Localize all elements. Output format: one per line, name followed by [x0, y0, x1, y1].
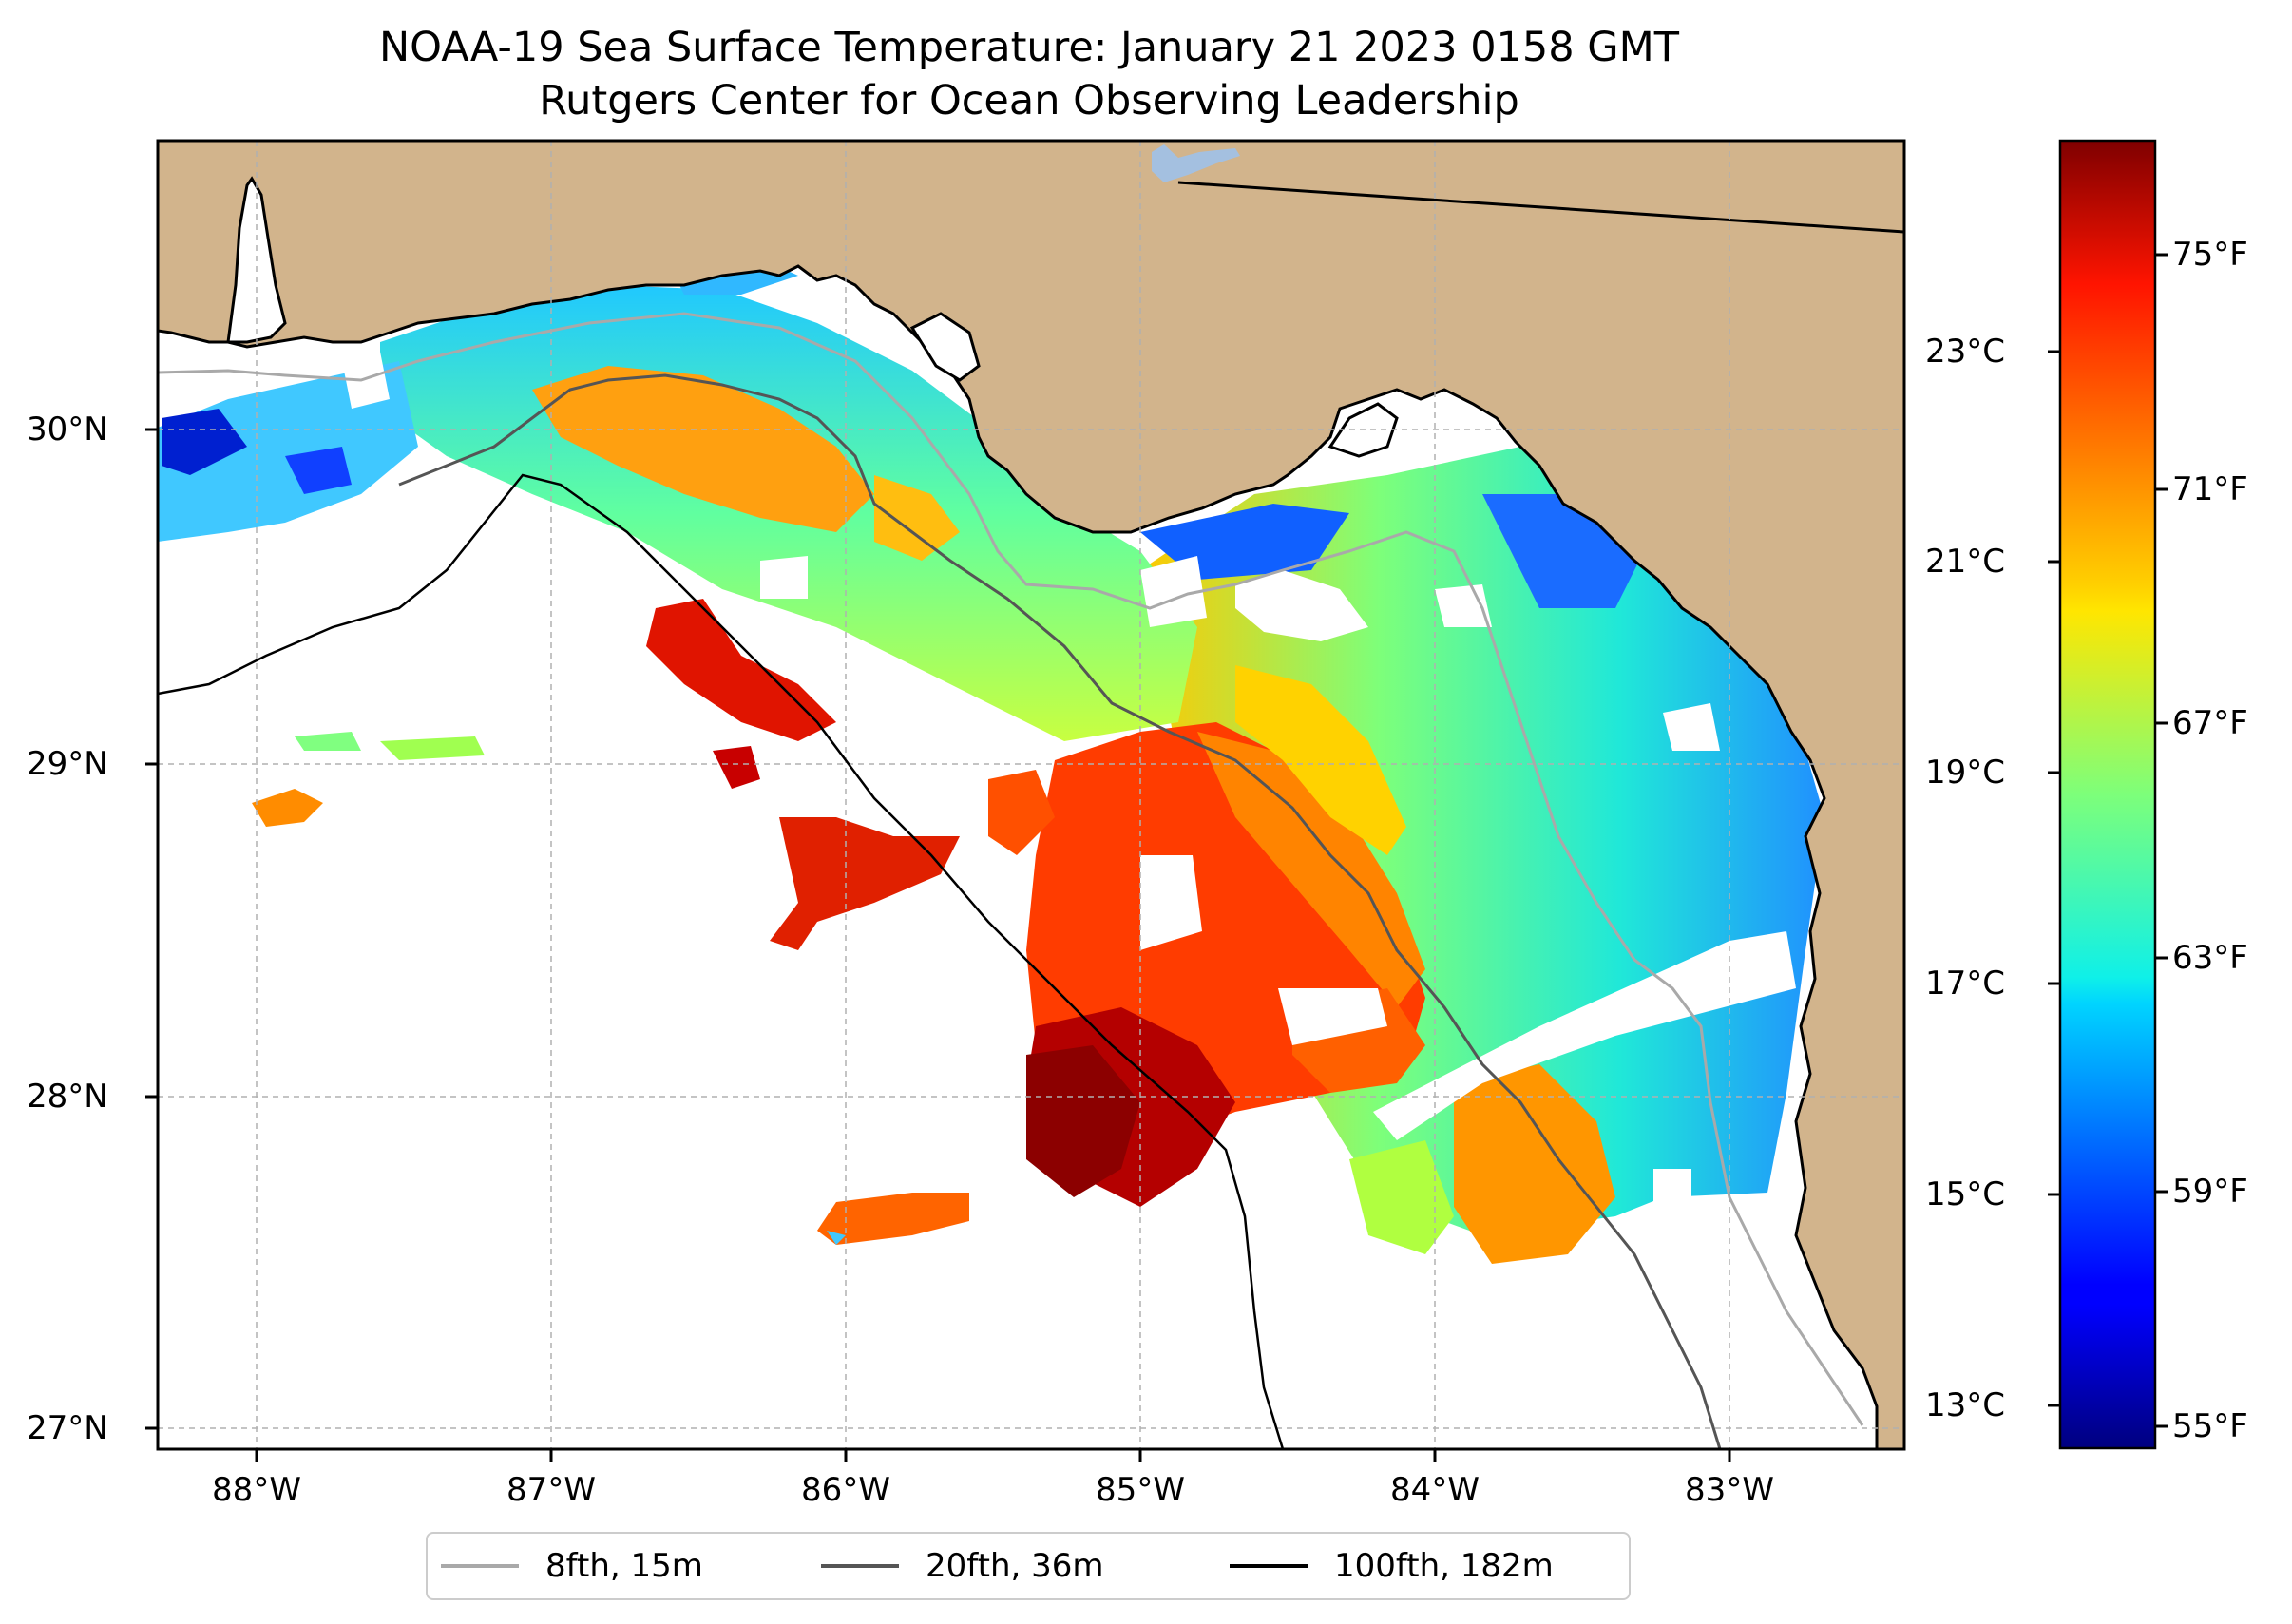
map-frame: [156, 139, 1906, 1451]
colorbar-c-19: 19°C: [1925, 754, 2006, 792]
chart-subtitle: Rutgers Center for Ocean Observing Leade…: [539, 77, 1519, 124]
colorbar-f-71: 71°F: [2172, 470, 2248, 508]
lon-label-83w: 83°W: [1685, 1471, 1774, 1509]
contour-100fth: [158, 473, 1285, 1449]
colorbar-f-59: 59°F: [2172, 1173, 2248, 1211]
axis-ticks: [145, 428, 1731, 1462]
legend-line-8fth: [441, 1564, 519, 1568]
colorbar-c-13: 13°C: [1925, 1386, 2006, 1424]
chart-title: NOAA-19 Sea Surface Temperature: January…: [379, 24, 1679, 71]
lon-label-87w: 87°W: [506, 1471, 596, 1509]
lon-label-84w: 84°W: [1390, 1471, 1480, 1509]
colorbar-c-23: 23°C: [1925, 333, 2006, 371]
colorbar-ticks: [2048, 253, 2168, 1428]
legend-item-20fth: 20fth, 36m: [821, 1534, 1104, 1598]
colorbar: [2058, 139, 2157, 1450]
lon-label-88w: 88°W: [212, 1471, 301, 1509]
lat-label-29n: 29°N: [27, 745, 108, 783]
colorbar-f-63: 63°F: [2172, 939, 2248, 977]
gridlines: [158, 141, 1904, 1449]
colorbar-f-55: 55°F: [2172, 1407, 2248, 1445]
state-boundary: [1177, 181, 1904, 234]
legend-item-100fth: 100fth, 182m: [1230, 1534, 1554, 1598]
lake: [1152, 144, 1240, 182]
legend-line-20fth: [821, 1564, 899, 1568]
legend-label-8fth: 8fth, 15m: [545, 1547, 703, 1585]
lat-label-28n: 28°N: [27, 1078, 108, 1116]
legend-label-20fth: 20fth, 36m: [926, 1547, 1104, 1585]
contour-20fth: [398, 373, 1722, 1449]
lon-label-86w: 86°W: [801, 1471, 890, 1509]
lat-label-27n: 27°N: [27, 1409, 108, 1447]
legend-item-8fth: 8fth, 15m: [441, 1534, 703, 1598]
legend-line-100fth: [1230, 1564, 1308, 1568]
colorbar-c-15: 15°C: [1925, 1175, 2006, 1213]
legend-label-100fth: 100fth, 182m: [1334, 1547, 1554, 1585]
colorbar-c-17: 17°C: [1925, 965, 2006, 1003]
lon-label-85w: 85°W: [1096, 1471, 1185, 1509]
colorbar-f-75: 75°F: [2172, 236, 2248, 274]
colorbar-c-21: 21°C: [1925, 543, 2006, 581]
colorbar-f-67: 67°F: [2172, 704, 2248, 742]
legend: 8fth, 15m 20fth, 36m 100fth, 182m: [426, 1532, 1631, 1600]
contour-8fth: [158, 312, 1864, 1426]
lat-label-30n: 30°N: [27, 411, 108, 449]
